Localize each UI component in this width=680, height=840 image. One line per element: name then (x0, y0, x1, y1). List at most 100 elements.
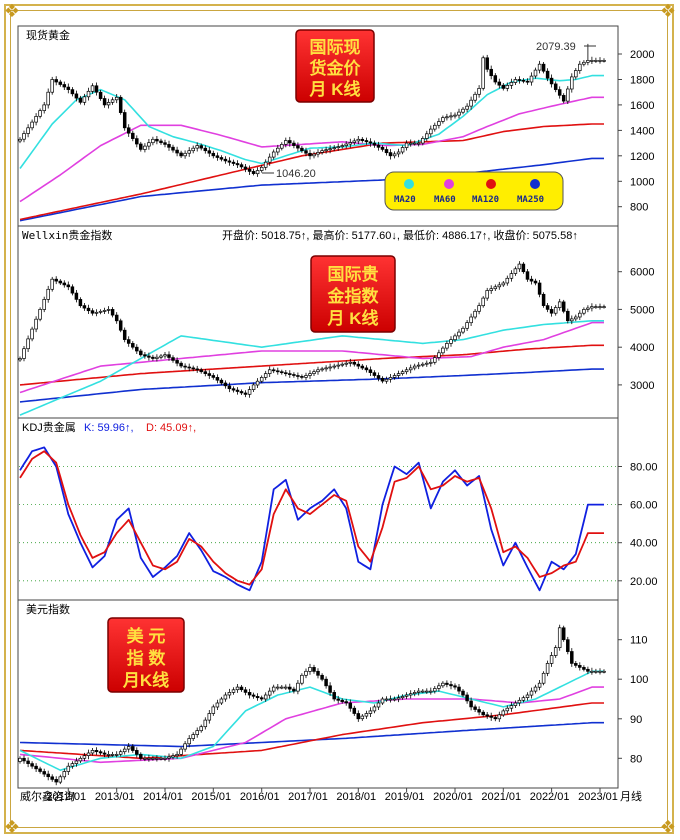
kdj-lines-layer (19, 446, 604, 592)
gold-candle-body (545, 70, 550, 79)
usd-candle-body (90, 750, 95, 754)
index-candle (74, 290, 79, 303)
usd-candle (416, 688, 421, 696)
gold-candle (570, 73, 574, 93)
usd-candle-body (328, 685, 332, 693)
gold-candle-body (380, 146, 385, 150)
gold-candle-body (312, 153, 316, 157)
usd-candle-body (82, 755, 87, 759)
index-candle-body (421, 363, 425, 366)
index-candle (412, 363, 417, 371)
usd-candle (280, 685, 284, 690)
gold-candle (26, 124, 30, 138)
index-candle-body (18, 358, 22, 361)
index-candle-body (42, 299, 46, 310)
kdj-k-line (19, 446, 604, 592)
index-candle (296, 372, 300, 380)
gold-candle-body (66, 86, 71, 90)
usd-candle-body (364, 713, 369, 717)
legend-ma20-swatch (404, 179, 414, 189)
index-candle-body (412, 365, 417, 369)
usd-candle (481, 710, 485, 717)
usd-candle (110, 751, 115, 757)
index-candle (408, 364, 413, 374)
gold-candle (276, 144, 280, 156)
usd-candle (247, 688, 252, 699)
index-candle (22, 346, 26, 362)
index-candle (356, 361, 361, 370)
gold-candle (110, 97, 115, 105)
gold-candle (425, 130, 429, 142)
gold-candle (501, 83, 506, 91)
index-candle (288, 370, 292, 378)
index-candle (324, 365, 328, 372)
gold-candle (549, 74, 554, 88)
usd-candle (106, 750, 111, 758)
gold-candle-body (316, 152, 320, 155)
gold-candle-body (82, 96, 87, 103)
usd-candle-body (316, 670, 320, 676)
gold-candle (135, 135, 139, 148)
index-candle (392, 373, 397, 380)
gold-candle-body (34, 116, 38, 123)
usd-candle-body (384, 698, 389, 701)
usd-candle-body (159, 757, 163, 760)
gold-candle (66, 83, 71, 94)
index-candle (481, 296, 485, 308)
index-panel-title: Wellxin贵金指数 (22, 228, 112, 242)
index-candle-body (159, 355, 163, 358)
gold-candle-body (191, 147, 195, 152)
gold-candle (513, 76, 518, 85)
gold-candle-body (58, 81, 63, 85)
gold-candle (143, 143, 147, 153)
index-ytick-label: 4000 (630, 342, 654, 354)
gold-candle (561, 93, 566, 104)
index-candle (247, 386, 252, 398)
gold-candle (517, 76, 522, 84)
index-candle (215, 374, 220, 384)
gold-candle (239, 162, 244, 170)
usd-candle (368, 707, 373, 717)
index-candle (380, 376, 385, 384)
usd-candle (457, 684, 461, 695)
index-candle (159, 354, 163, 360)
usd-candle-body (505, 707, 510, 712)
index-candle-body (312, 371, 316, 374)
index-candle-body (364, 367, 369, 371)
index-candle (62, 280, 67, 288)
index-candle-body (187, 366, 191, 369)
usd-candle-body (590, 670, 594, 673)
index-candle (90, 308, 95, 316)
usd-candle (332, 690, 336, 702)
usd-ytick-label: 90 (630, 714, 642, 726)
index-candle (421, 362, 425, 368)
usd-candle-body (348, 702, 353, 709)
index-candle (590, 303, 594, 312)
usd-candle (489, 712, 493, 721)
index-candle (292, 372, 296, 378)
gold-candle-body (304, 150, 308, 154)
usd-candle (147, 754, 151, 762)
index-candle (578, 310, 582, 320)
gold-candle-body (179, 152, 183, 157)
gold-candle-body (501, 84, 506, 89)
index-candle-body (30, 328, 34, 340)
gold-ytick-label: 1800 (630, 75, 654, 87)
index-candle (574, 314, 578, 322)
usd-candle-body (147, 757, 151, 760)
usd-candle-body (408, 693, 413, 696)
usd-candle (497, 711, 502, 722)
gold-caption-line-2: 货金价 (310, 58, 362, 78)
usd-candle-body (122, 748, 127, 753)
gold-candle (364, 137, 369, 145)
gold-candle-body (549, 77, 554, 85)
usd-candle (131, 744, 135, 753)
gold-candle-body (566, 88, 570, 102)
gold-candle-body (513, 79, 518, 83)
usd-candle (525, 692, 530, 701)
index-candle (602, 304, 606, 309)
index-candle (396, 370, 401, 379)
gold-candle-body (219, 157, 224, 160)
gold-candle (433, 122, 437, 132)
index-candle-body (441, 347, 445, 354)
